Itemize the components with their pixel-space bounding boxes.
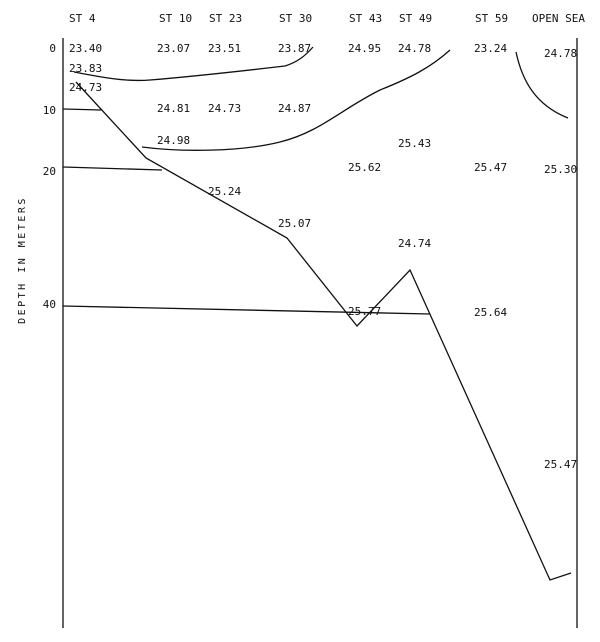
station-label-st23: ST 23	[209, 12, 242, 25]
value-st4-5m: 23.83	[69, 62, 102, 75]
depth-tick-20: 20	[43, 165, 56, 178]
depth-tick-10: 10	[43, 104, 56, 117]
value-open-sea-surface: 24.78	[544, 47, 577, 60]
isopycnal-middle-curve	[141, 49, 451, 151]
value-st4-surface: 23.40	[69, 42, 102, 55]
value-st59-20m: 25.47	[474, 161, 507, 174]
value-st43-surface: 24.95	[348, 42, 381, 55]
value-st30-surface: 23.87	[278, 42, 311, 55]
station-labels: ST 4 ST 10 ST 23 ST 30 ST 43 ST 49 ST 59…	[69, 12, 585, 25]
isopycnal-upper-curve	[73, 46, 314, 82]
value-st4-8m: 24.73	[69, 81, 102, 94]
station-label-st4: ST 4	[69, 12, 96, 25]
value-st59-surface: 23.24	[474, 42, 507, 55]
value-open-sea-20m: 25.30	[544, 163, 577, 176]
value-st49-33m: 24.74	[398, 237, 431, 250]
value-st43-40m: 25.77	[348, 305, 381, 318]
value-st23-surface: 23.51	[208, 42, 241, 55]
value-st59-40m: 25.64	[474, 306, 507, 319]
density-values: 23.40 23.07 23.51 23.87 24.95 24.78 23.2…	[69, 42, 577, 471]
station-label-open-sea: OPEN SEA	[532, 12, 585, 25]
value-st10-10m: 24.81	[157, 102, 190, 115]
station-label-st30: ST 30	[279, 12, 312, 25]
station-label-st49: ST 49	[399, 12, 432, 25]
depth-line-20m	[62, 166, 163, 171]
value-open-sea-deep: 25.47	[544, 458, 577, 471]
value-st49-15m: 25.43	[398, 137, 431, 150]
depth-tick-0: 0	[49, 42, 56, 55]
depth-axis-title: DEPTH IN METERS	[17, 196, 28, 324]
value-st30-30m: 25.07	[278, 217, 311, 230]
station-label-st59: ST 59	[475, 12, 508, 25]
value-st30-10m: 24.87	[278, 102, 311, 115]
value-st43-20m: 25.62	[348, 161, 381, 174]
station-label-st10: ST 10	[159, 12, 192, 25]
depth-tick-labels: 0 10 20 40	[43, 42, 56, 311]
isopycnal-open-sea-curve	[515, 51, 569, 119]
value-st10-15m: 24.98	[157, 134, 190, 147]
depth-tick-40: 40	[43, 298, 56, 311]
station-label-st43: ST 43	[349, 12, 382, 25]
pycnocline-line	[75, 81, 572, 581]
depth-line-10m	[62, 108, 102, 111]
value-st10-surface: 23.07	[157, 42, 190, 55]
value-st49-surface: 24.78	[398, 42, 431, 55]
value-st23-10m: 24.73	[208, 102, 241, 115]
value-st23-25m: 25.24	[208, 185, 241, 198]
